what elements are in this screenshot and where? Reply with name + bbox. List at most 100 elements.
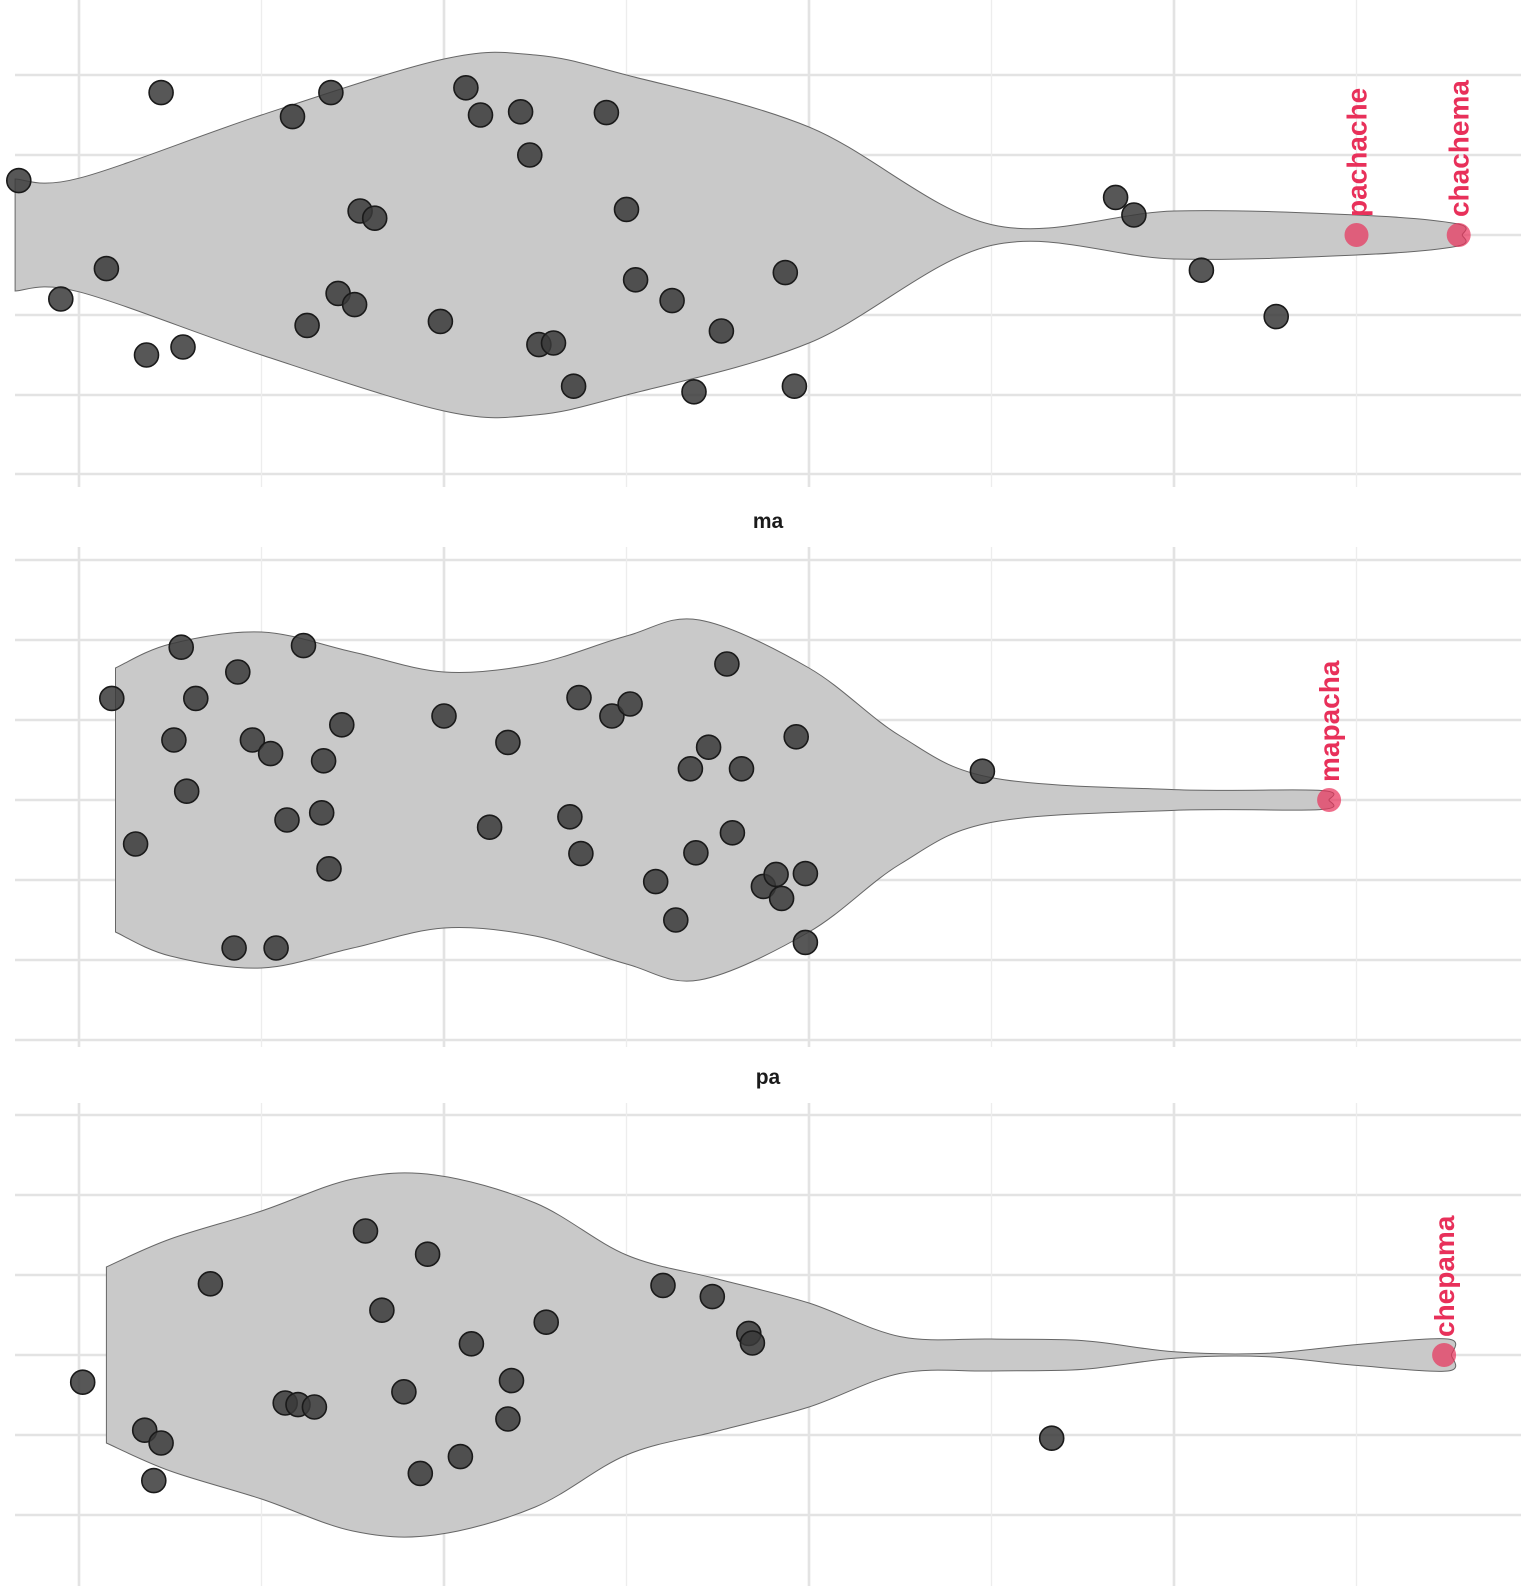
violin-shape	[14, 51, 1467, 419]
data-point	[294, 312, 320, 339]
data-point	[99, 685, 125, 712]
data-point	[279, 103, 306, 130]
data-point	[148, 79, 174, 106]
data-point	[431, 703, 457, 729]
data-point	[662, 907, 689, 933]
data-point	[659, 287, 685, 314]
data-point	[719, 819, 746, 846]
data-point	[617, 691, 643, 717]
data-point	[1263, 303, 1289, 330]
data-point	[467, 102, 494, 128]
data-point	[361, 205, 388, 231]
data-point	[681, 378, 707, 405]
data-point	[47, 286, 74, 312]
data-point	[768, 885, 795, 912]
panel-top: pachache chachema	[5, 0, 1521, 487]
data-point	[622, 266, 649, 293]
data-point	[316, 855, 342, 882]
data-point	[781, 373, 808, 400]
data-point	[739, 1330, 766, 1356]
data-point	[516, 142, 543, 168]
data-point	[560, 373, 587, 400]
data-point	[1188, 257, 1215, 284]
panel-title: ma	[753, 510, 784, 533]
data-point	[593, 99, 620, 126]
data-point	[566, 684, 592, 711]
data-point	[568, 840, 594, 867]
data-point	[458, 1331, 485, 1357]
data-point	[352, 1218, 379, 1244]
data-point	[772, 259, 799, 286]
data-point	[328, 711, 355, 738]
panel-title: pa	[756, 1066, 781, 1089]
data-point	[239, 727, 266, 753]
data-point	[148, 1430, 174, 1456]
data-point	[613, 196, 640, 223]
data-point	[407, 1460, 434, 1487]
data-point	[507, 99, 534, 125]
data-point	[5, 167, 32, 194]
data-point	[161, 727, 187, 753]
panel-ma: ma mapacha	[15, 510, 1521, 1047]
data-point	[301, 1394, 328, 1420]
data-point	[221, 935, 247, 961]
data-point	[391, 1379, 417, 1405]
data-point	[1121, 202, 1147, 228]
data-point	[168, 634, 194, 661]
data-point	[677, 755, 704, 782]
data-point	[498, 1367, 525, 1394]
data-point	[274, 807, 300, 833]
data-point	[495, 729, 521, 756]
data-point	[695, 734, 722, 761]
data-point	[173, 778, 200, 805]
data-point	[476, 814, 503, 841]
data-point	[225, 659, 251, 685]
data-point	[414, 1241, 441, 1267]
data-point	[310, 747, 337, 774]
data-point	[714, 651, 740, 677]
data-point	[141, 1467, 167, 1494]
data-point	[599, 703, 625, 729]
data-point	[122, 831, 149, 857]
data-point	[969, 758, 996, 785]
data-point	[369, 1297, 395, 1323]
data-point	[728, 755, 755, 782]
data-point	[263, 935, 289, 961]
highlighted-label: chachema	[1444, 80, 1475, 217]
data-point	[447, 1443, 474, 1470]
data-point	[427, 308, 454, 335]
data-point	[708, 318, 735, 344]
violin-shape	[105, 1172, 1457, 1538]
data-point	[792, 929, 819, 956]
data-point	[183, 685, 209, 712]
data-point	[763, 861, 789, 888]
data-point	[69, 1369, 96, 1395]
data-point	[1102, 184, 1129, 211]
highlighted-point	[1446, 223, 1471, 247]
data-point	[642, 868, 669, 895]
highlighted-point	[1432, 1343, 1457, 1367]
data-point	[683, 839, 709, 866]
data-point	[783, 723, 810, 750]
data-point	[170, 334, 196, 360]
highlighted-label: pachache	[1342, 88, 1373, 217]
data-point	[1038, 1425, 1065, 1451]
panel-pa: pa chepama	[15, 1066, 1521, 1586]
highlighted-point	[1317, 788, 1342, 812]
data-point	[133, 342, 160, 368]
highlighted-point	[1344, 223, 1369, 247]
data-point	[495, 1406, 521, 1432]
data-point	[318, 79, 344, 106]
data-point	[341, 291, 368, 318]
data-point	[540, 330, 567, 356]
data-point	[453, 75, 479, 101]
data-point	[533, 1309, 560, 1335]
data-point	[308, 799, 335, 826]
highlighted-label: chepama	[1429, 1215, 1460, 1337]
data-point	[197, 1271, 224, 1297]
data-point	[93, 255, 120, 282]
data-point	[699, 1283, 726, 1310]
data-point	[650, 1272, 676, 1299]
data-point	[290, 632, 317, 659]
